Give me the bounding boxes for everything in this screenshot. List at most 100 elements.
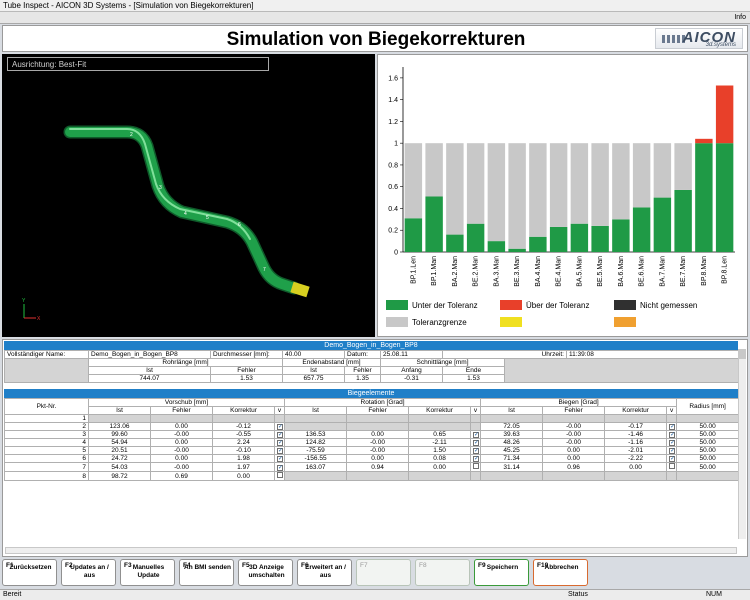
rot-fehler-header: Fehler (346, 406, 410, 415)
push-checkbox-cell[interactable]: ✓ (273, 462, 286, 472)
bar-toleranzgrenze (632, 143, 651, 208)
rotation-checkbox-cell[interactable] (470, 471, 482, 481)
function-key-f7[interactable]: F7 (356, 559, 411, 586)
info-menu[interactable]: Info (734, 14, 746, 21)
table-row: 7 54.03 -0.00 1.97 ✓ 163.07 0.94 0.00 31.14 0.96 0… (4, 462, 740, 472)
3d-viewport[interactable]: Ausrichtung: Best-Fit 2 3 4 5 6 7 X Y (2, 54, 375, 337)
rotation-checkbox-cell[interactable]: ✓ (470, 454, 482, 463)
bend-checkbox-cell[interactable] (666, 414, 678, 423)
rotation-checkbox-cell[interactable] (470, 462, 482, 472)
point-label-5: 5 (206, 215, 209, 221)
push-checkbox[interactable]: ✓ (277, 440, 284, 446)
bend-checkbox[interactable]: ✓ (669, 424, 676, 430)
rotation-checkbox[interactable] (473, 463, 480, 469)
info-spacer (4, 358, 89, 383)
bar-toleranzgrenze (612, 143, 630, 220)
push-checkbox[interactable]: ✓ (277, 456, 284, 462)
push-checkbox[interactable]: ✓ (277, 464, 284, 471)
push-checkbox-cell[interactable] (273, 471, 286, 481)
push-v-header[interactable]: v (273, 406, 286, 415)
rotation-checkbox-cell[interactable] (470, 422, 482, 431)
bend-checkbox[interactable]: ✓ (669, 448, 676, 454)
push-checkbox-cell[interactable]: ✓ (273, 454, 286, 463)
push-cell: 54.03 (88, 462, 151, 472)
rotation-cell (284, 414, 348, 423)
tube-highlight (69, 128, 251, 240)
bend-checkbox[interactable]: ✓ (669, 440, 676, 446)
bend-cell (480, 414, 544, 423)
function-key-f1[interactable]: F1 Zurücksetzen (2, 559, 57, 586)
bend-checkbox-cell[interactable]: ✓ (666, 446, 678, 455)
function-key-f10[interactable]: F10 Abbrechen (533, 559, 588, 586)
bend-checkbox-cell[interactable]: ✓ (666, 454, 678, 463)
bend-v-header[interactable]: v (666, 406, 678, 415)
radius-cell: 50.00 (676, 446, 740, 455)
rotation-checkbox-cell[interactable] (470, 414, 482, 423)
function-key-f9[interactable]: F9 Speichern (474, 559, 529, 586)
push-checkbox-cell[interactable]: ✓ (273, 430, 286, 439)
horizontal-scrollbar[interactable] (5, 547, 737, 554)
function-key-f8[interactable]: F8 (415, 559, 470, 586)
bend-checkbox-cell[interactable]: ✓ (666, 438, 678, 447)
table-row: 4 54.94 0.00 2.24 ✓ 124.82 -0.00 -2.11 ✓ 48.26 -0.… (4, 438, 740, 447)
rotation-checkbox[interactable]: ✓ (473, 456, 480, 462)
function-key-number: F3 (124, 562, 132, 569)
rotation-cell (346, 422, 410, 431)
bend-checkbox-cell[interactable] (666, 462, 678, 472)
point-label-6: 6 (238, 222, 241, 228)
push-checkbox[interactable]: ✓ (277, 424, 284, 430)
bend-checkbox[interactable]: ✓ (669, 456, 676, 462)
push-checkbox-cell[interactable]: ✓ (273, 422, 286, 431)
point-label-2: 2 (130, 132, 133, 138)
bend-cell: -1.16 (604, 438, 668, 447)
function-key-label: 3D Anzeige umschalten (248, 564, 285, 579)
rotation-checkbox-cell[interactable]: ✓ (470, 438, 482, 447)
full-name-label: Vollständiger Name: (4, 350, 89, 359)
rot-ist-header: Ist (284, 406, 348, 415)
date-value: 25.08.11 (380, 350, 443, 359)
rotation-cell (284, 471, 348, 481)
push-checkbox-cell[interactable]: ✓ (273, 446, 286, 455)
bends-table: Pkt-Nr. Vorschub [mm] Rotation [Grad] Bi… (4, 398, 740, 481)
push-checkbox[interactable]: ✓ (277, 432, 284, 438)
rotation-checkbox-cell[interactable]: ✓ (470, 446, 482, 455)
bend-checkbox[interactable]: ✓ (669, 432, 676, 438)
rotation-checkbox[interactable]: ✓ (473, 432, 480, 438)
bend-checkbox[interactable] (669, 463, 676, 469)
rotation-checkbox[interactable]: ✓ (473, 440, 480, 446)
tube-length-fehler: 1.53 (210, 374, 283, 383)
radius-header: Radius [mm] (676, 398, 740, 415)
function-key-f2[interactable]: F2 Updates an / aus (61, 559, 116, 586)
push-checkbox[interactable] (277, 472, 283, 478)
bar-unter-der-toleranz (466, 223, 485, 252)
function-key-f3[interactable]: F3 Manuelles Update (120, 559, 175, 586)
function-key-f4[interactable]: F4 An BMI senden (179, 559, 234, 586)
legend-label: Nicht gemessen (640, 301, 697, 310)
bend-checkbox-cell[interactable] (666, 471, 678, 481)
bar-unter-der-toleranz (632, 207, 651, 252)
function-key-label: Speichern (486, 564, 519, 571)
rot-v-header[interactable]: v (470, 406, 482, 415)
legend-label: Über der Toleranz (526, 301, 589, 310)
tube-model[interactable]: 2 3 4 5 6 7 X Y (2, 54, 375, 337)
rotation-checkbox[interactable]: ✓ (473, 448, 480, 454)
push-checkbox-cell[interactable] (273, 414, 286, 423)
legend-swatch (500, 317, 522, 327)
function-key-f6[interactable]: F6 Erweitert an / aus (297, 559, 352, 586)
function-key-f5[interactable]: F5 3D Anzeige umschalten (238, 559, 293, 586)
bend-cell: 71.34 (480, 454, 544, 463)
radius-cell: 50.00 (676, 462, 740, 472)
push-cell: 1.97 (212, 462, 275, 472)
bend-checkbox-cell[interactable]: ✓ (666, 430, 678, 439)
rotation-checkbox-cell[interactable]: ✓ (470, 430, 482, 439)
cut-anfang: -0.31 (380, 374, 443, 383)
push-checkbox[interactable]: ✓ (277, 448, 284, 454)
scroll-thumb[interactable] (739, 349, 746, 359)
push-cell: -0.00 (150, 430, 213, 439)
rotation-cell: 0.00 (346, 430, 410, 439)
cut-ende: 1.53 (442, 374, 505, 383)
vertical-scrollbar[interactable] (738, 349, 746, 539)
bend-checkbox-cell[interactable]: ✓ (666, 422, 678, 431)
push-checkbox-cell[interactable]: ✓ (273, 438, 286, 447)
end-distance-header: Endenabstand [mm] (282, 358, 381, 367)
